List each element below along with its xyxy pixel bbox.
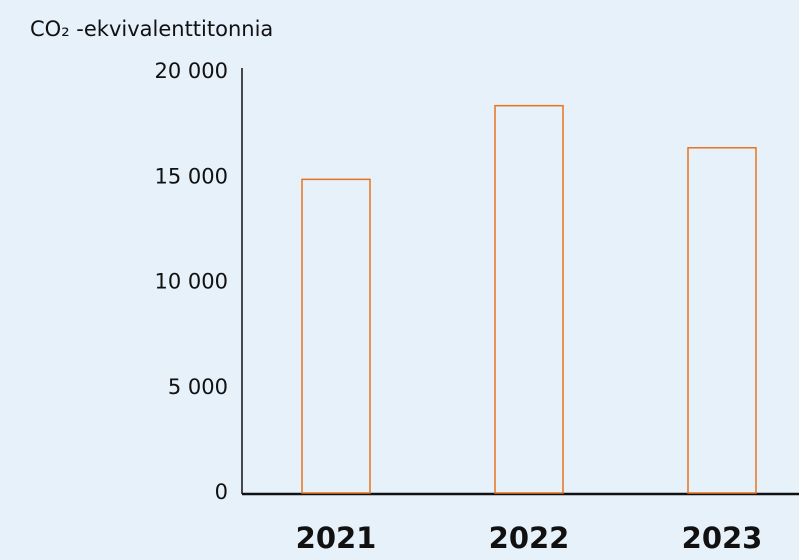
y-tick-label: 0 [215,480,228,504]
x-tick-label: 2023 [682,521,763,555]
bar [301,178,371,494]
y-tick-label: 15 000 [155,164,228,188]
x-tick-label: 2021 [296,521,377,555]
bar [494,104,564,494]
x-tick-label: 2022 [489,521,570,555]
bar [687,147,757,494]
y-tick-label: 5 000 [168,375,228,399]
y-axis-label: CO₂ -ekvivalenttitonnia [30,17,273,41]
y-tick-label: 20 000 [155,59,228,83]
y-tick-label: 10 000 [155,270,228,294]
